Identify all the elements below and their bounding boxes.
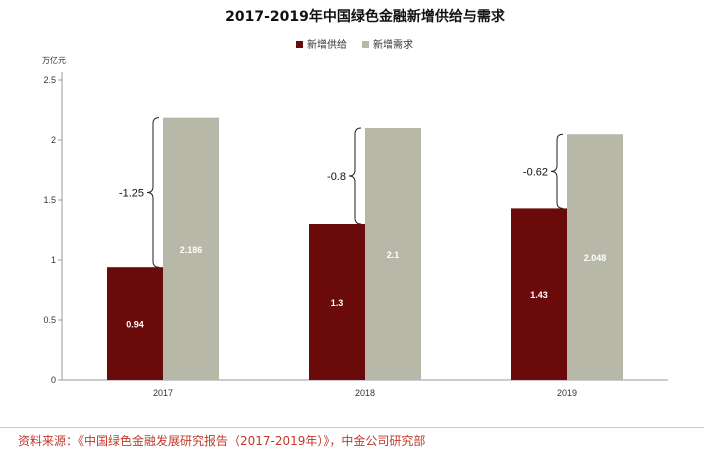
legend-label-supply: 新增供给 (307, 38, 347, 51)
difference-label-2017: -1.25 (119, 187, 144, 199)
x-tick-label-2018: 2018 (355, 388, 375, 398)
legend-swatch-demand (362, 41, 369, 48)
bar-label-demand-2018: 2.1 (387, 250, 400, 260)
y-tick-label: 1 (51, 255, 56, 265)
y-tick-label: 1.5 (43, 195, 56, 205)
y-tick-label: 2.5 (43, 75, 56, 85)
source-note: 资料来源：《中国绿色金融发展研究报告（2017-2019年）》，中金公司研究部 (18, 434, 426, 448)
y-tick-label: 2 (51, 135, 56, 145)
bar-supply-2017 (107, 267, 163, 380)
bar-label-supply-2018: 1.3 (331, 298, 344, 308)
y-axis-unit: 万亿元 (42, 55, 66, 65)
difference-brackets: -1.25 -0.8 -0.62 (119, 117, 564, 268)
legend: 新增供给 新增需求 (296, 38, 413, 51)
difference-label-2019: -0.62 (523, 166, 548, 178)
legend-label-demand: 新增需求 (373, 38, 413, 51)
legend-swatch-supply (296, 41, 303, 48)
bar-supply-2019 (511, 208, 567, 380)
bar-label-demand-2017: 2.186 (180, 245, 203, 255)
y-tick-label: 0.5 (43, 315, 56, 325)
chart: 2017-2019年中国绿色金融新增供给与需求 新增供给 新增需求 万亿元 00… (42, 8, 668, 398)
bar-demand-2017 (163, 117, 219, 381)
difference-bracket-2017 (146, 117, 160, 268)
x-tick-label-2017: 2017 (153, 388, 173, 398)
difference-bracket-2018 (348, 127, 362, 225)
bar-label-supply-2017: 0.94 (126, 320, 144, 330)
difference-bracket-2019 (550, 133, 564, 209)
bars (107, 117, 623, 381)
bar-demand-2019 (567, 134, 623, 380)
bar-label-supply-2019: 1.43 (530, 290, 548, 300)
bar-labels: 0.94 2.186 1.3 2.1 1.43 2.048 (126, 245, 606, 330)
source-divider (0, 427, 704, 428)
x-tick-label-2019: 2019 (557, 388, 577, 398)
bar-label-demand-2019: 2.048 (584, 253, 607, 263)
x-ticks: 2017 2018 2019 (153, 388, 577, 398)
chart-title: 2017-2019年中国绿色金融新增供给与需求 (225, 8, 506, 25)
bar-demand-2018 (365, 128, 421, 380)
difference-label-2018: -0.8 (327, 171, 346, 183)
y-ticks: 0 0.5 1 1.5 2 2.5 (43, 75, 62, 385)
bar-supply-2018 (309, 224, 365, 380)
y-tick-label: 0 (51, 375, 56, 385)
